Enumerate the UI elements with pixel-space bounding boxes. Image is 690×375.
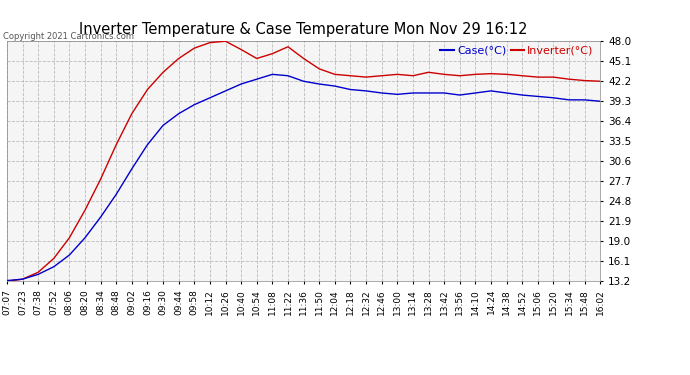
Title: Inverter Temperature & Case Temperature Mon Nov 29 16:12: Inverter Temperature & Case Temperature … bbox=[79, 22, 528, 37]
Text: Copyright 2021 Cartronics.com: Copyright 2021 Cartronics.com bbox=[3, 32, 135, 41]
Legend: Case(°C), Inverter(°C): Case(°C), Inverter(°C) bbox=[439, 44, 595, 57]
